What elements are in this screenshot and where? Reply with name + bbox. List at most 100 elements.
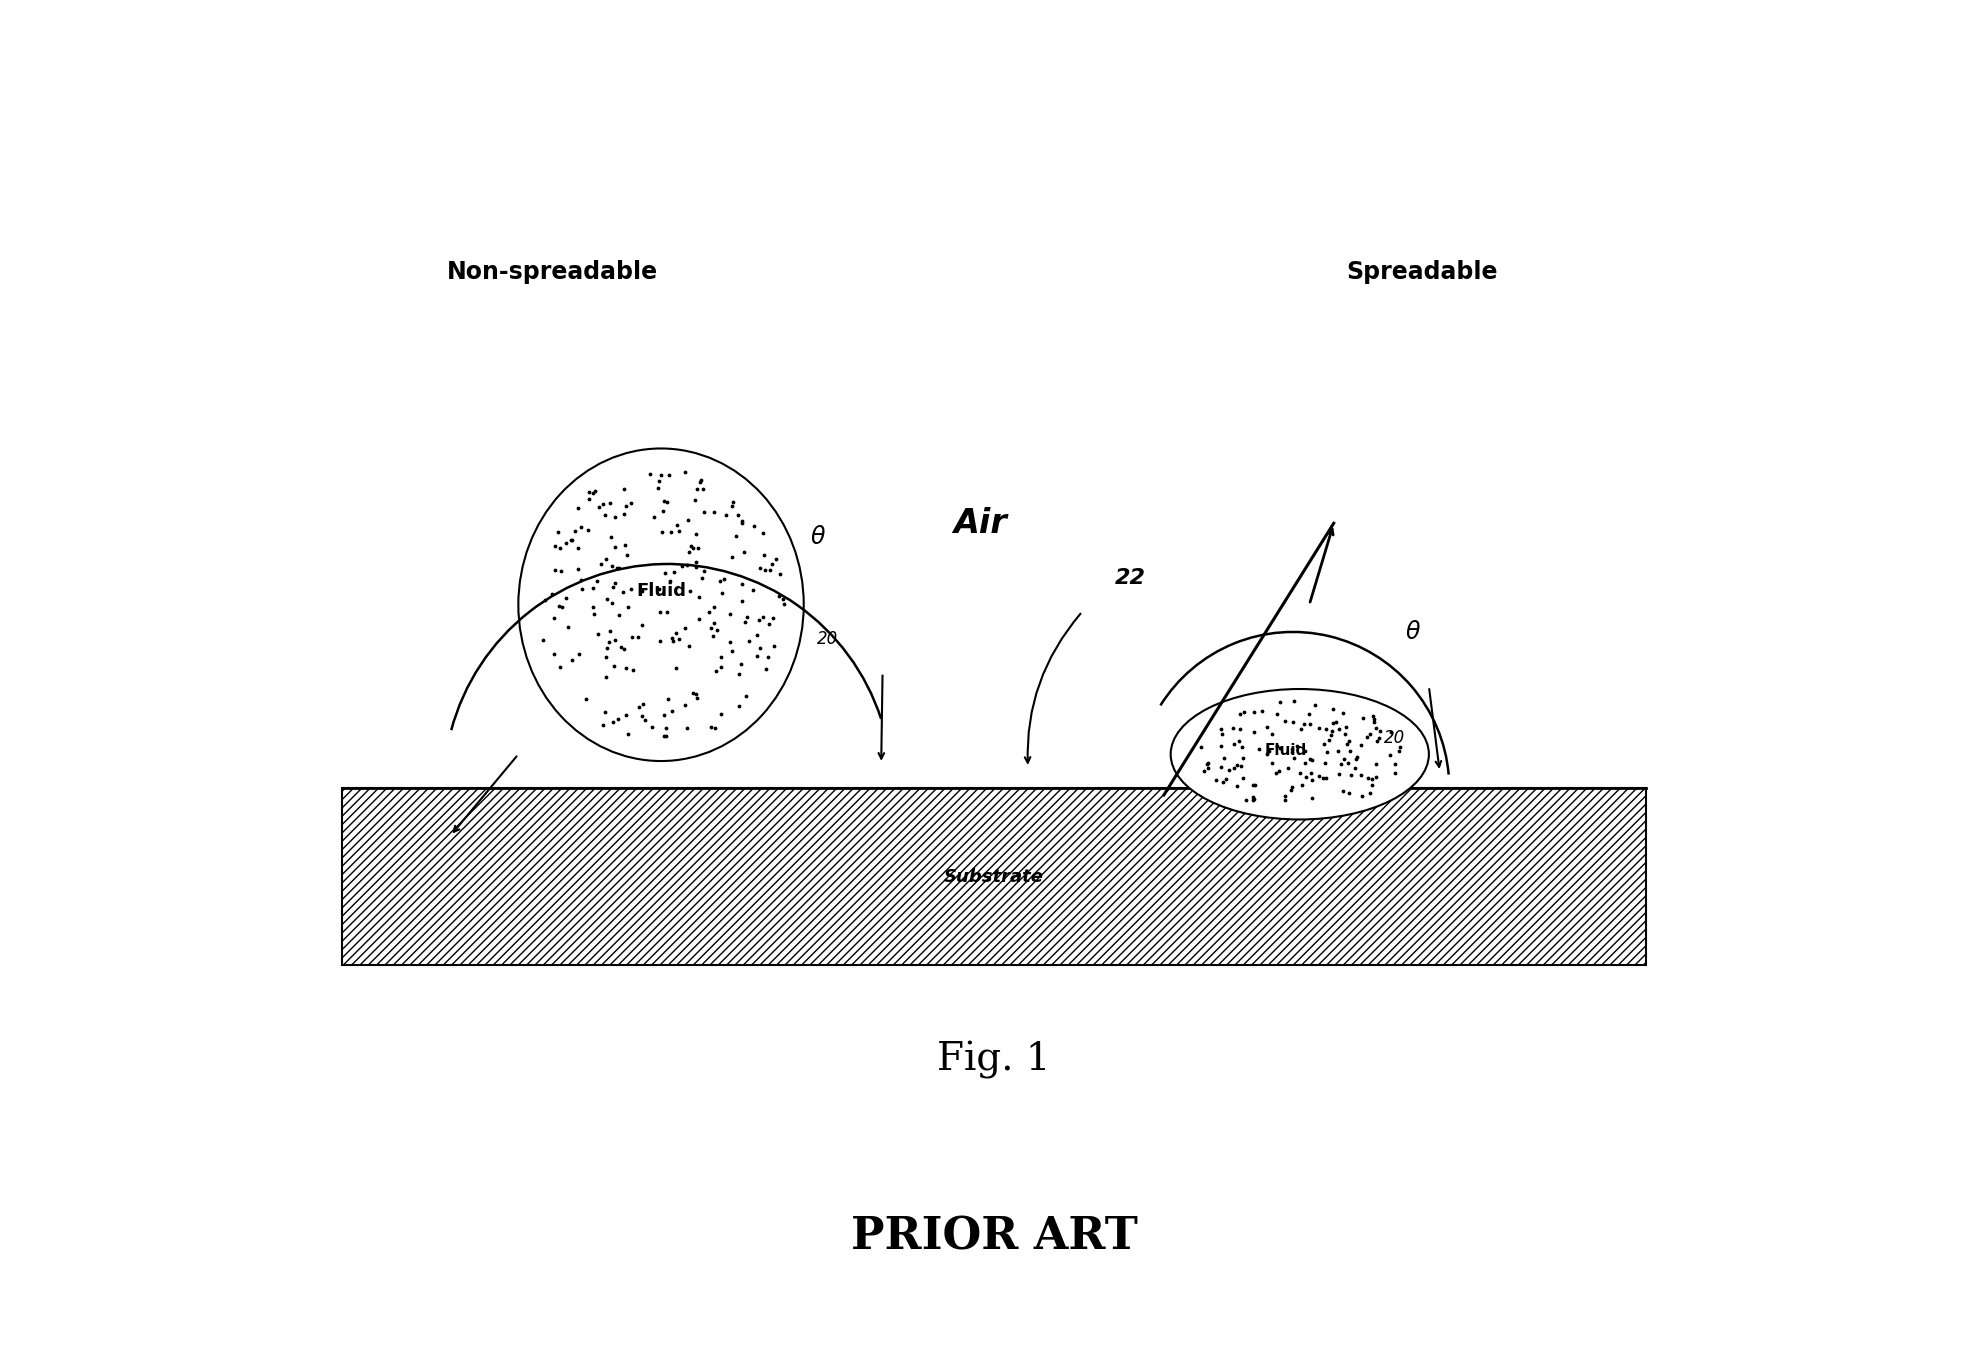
Point — [602, 605, 634, 626]
Point — [1324, 764, 1356, 786]
Point — [543, 520, 575, 542]
Point — [1221, 754, 1252, 776]
Point — [742, 644, 773, 666]
Point — [557, 648, 588, 670]
Point — [1384, 741, 1415, 762]
Point — [586, 713, 618, 735]
Point — [666, 556, 698, 578]
Point — [1205, 718, 1237, 739]
Point — [650, 602, 682, 624]
Point — [1376, 720, 1408, 742]
Point — [1270, 790, 1302, 811]
Point — [1358, 705, 1390, 727]
Ellipse shape — [519, 448, 803, 761]
Point — [650, 724, 682, 746]
Point — [698, 501, 730, 523]
Point — [1229, 701, 1260, 723]
Point — [600, 557, 632, 579]
Point — [610, 496, 642, 518]
Text: Spreadable: Spreadable — [1346, 260, 1497, 284]
Point — [658, 631, 690, 652]
Point — [588, 493, 620, 515]
Point — [1264, 690, 1296, 712]
Text: 20: 20 — [1384, 728, 1406, 747]
Point — [650, 716, 682, 738]
Point — [553, 616, 584, 637]
Point — [652, 688, 684, 709]
Point — [682, 478, 714, 500]
Point — [1288, 713, 1320, 735]
Point — [1260, 704, 1292, 726]
Point — [1286, 775, 1318, 796]
Point — [722, 504, 753, 526]
Point — [555, 529, 586, 550]
Point — [616, 579, 648, 601]
Point — [634, 463, 666, 485]
Point — [1302, 765, 1334, 787]
Point — [598, 629, 630, 651]
Point — [744, 637, 775, 659]
Point — [543, 595, 575, 617]
Point — [636, 716, 668, 738]
Point — [644, 470, 676, 492]
Point — [751, 646, 783, 667]
Point — [763, 584, 795, 606]
Point — [742, 624, 773, 646]
Point — [660, 621, 692, 643]
Point — [594, 492, 626, 514]
Text: Fluid: Fluid — [1264, 742, 1308, 758]
Point — [652, 465, 684, 487]
Point — [680, 556, 712, 578]
Point — [1346, 764, 1378, 786]
Point — [694, 601, 726, 622]
Point — [1250, 716, 1282, 738]
Point — [1207, 771, 1239, 792]
Point — [1276, 741, 1308, 762]
Point — [724, 663, 755, 685]
Point — [1332, 783, 1364, 805]
Point — [545, 560, 577, 582]
Point — [1276, 776, 1308, 798]
Point — [747, 606, 779, 628]
Bar — [342, 788, 1646, 965]
Point — [680, 684, 712, 705]
Point — [527, 629, 559, 651]
Point — [1328, 703, 1360, 724]
Point — [670, 694, 702, 716]
Point — [763, 564, 795, 586]
Point — [1294, 762, 1326, 784]
Point — [577, 597, 608, 618]
Point — [1213, 760, 1244, 781]
Point — [608, 477, 640, 499]
Point — [662, 515, 694, 537]
Point — [1346, 734, 1378, 756]
Point — [1272, 757, 1304, 779]
Point — [1320, 711, 1352, 733]
Point — [698, 612, 730, 633]
Point — [680, 550, 712, 572]
Point — [573, 481, 604, 503]
Point — [1332, 752, 1364, 773]
Point — [596, 712, 628, 734]
Point — [1310, 719, 1342, 741]
Point — [1340, 747, 1372, 769]
Point — [1284, 762, 1316, 784]
Point — [1264, 737, 1296, 758]
Point — [582, 622, 614, 644]
Point — [648, 704, 680, 726]
Point — [680, 489, 712, 511]
Point — [610, 704, 642, 726]
Point — [1223, 730, 1254, 752]
Point — [1193, 753, 1225, 775]
Point — [545, 656, 577, 678]
Point — [654, 569, 686, 591]
Text: Fluid: Fluid — [636, 582, 686, 601]
Point — [1308, 752, 1340, 773]
Point — [565, 516, 596, 538]
Point — [710, 504, 742, 526]
Point — [1252, 741, 1284, 762]
Point — [658, 561, 690, 583]
Point — [728, 541, 759, 563]
Point — [672, 510, 704, 531]
Point — [1360, 753, 1392, 775]
